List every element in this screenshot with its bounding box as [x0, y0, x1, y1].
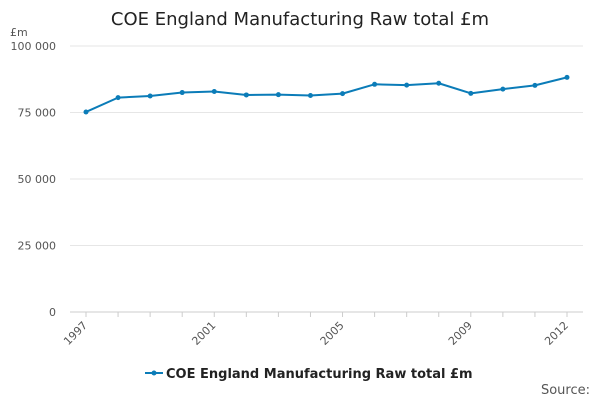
x-tick-label: 1997	[61, 319, 90, 348]
data-point[interactable]	[115, 95, 121, 101]
y-tick-label: 0	[49, 306, 56, 319]
data-point[interactable]	[83, 109, 89, 115]
data-point[interactable]	[179, 90, 185, 96]
data-point[interactable]	[564, 74, 570, 80]
data-point[interactable]	[211, 88, 217, 94]
data-point[interactable]	[500, 86, 506, 92]
chart-title: COE England Manufacturing Raw total £m	[111, 9, 489, 30]
data-point[interactable]	[468, 90, 474, 96]
data-point[interactable]	[243, 92, 249, 98]
legend-label: COE England Manufacturing Raw total £m	[166, 367, 473, 382]
data-point[interactable]	[275, 92, 281, 98]
series-layer	[83, 74, 570, 115]
source-label: Source:	[541, 383, 590, 398]
data-point[interactable]	[340, 91, 346, 97]
data-point[interactable]	[307, 92, 313, 98]
x-tick-label: 2005	[318, 319, 347, 348]
x-tick-label: 2012	[542, 319, 571, 348]
x-axis: 1997 2001 2005 2009 2012	[61, 311, 583, 348]
legend-marker-icon	[151, 370, 157, 376]
y-axis-unit: £m	[10, 26, 28, 39]
y-tick-label: 100 000	[11, 40, 57, 53]
data-point[interactable]	[147, 93, 153, 99]
data-point[interactable]	[436, 80, 442, 86]
y-tick-label: 75 000	[18, 107, 57, 120]
gridlines	[70, 45, 583, 313]
x-tick-label: 2009	[446, 319, 475, 348]
x-tick-label: 2001	[189, 319, 218, 348]
data-point[interactable]	[532, 82, 538, 88]
series-line	[85, 76, 568, 113]
y-tick-label: 25 000	[18, 240, 57, 253]
data-point[interactable]	[372, 81, 378, 87]
data-point[interactable]	[404, 82, 410, 88]
y-tick-label: 50 000	[18, 173, 57, 186]
legend[interactable]: COE England Manufacturing Raw total £m	[145, 367, 473, 382]
y-axis-ticks: 0 25 000 50 000 75 000 100 000	[11, 40, 57, 319]
